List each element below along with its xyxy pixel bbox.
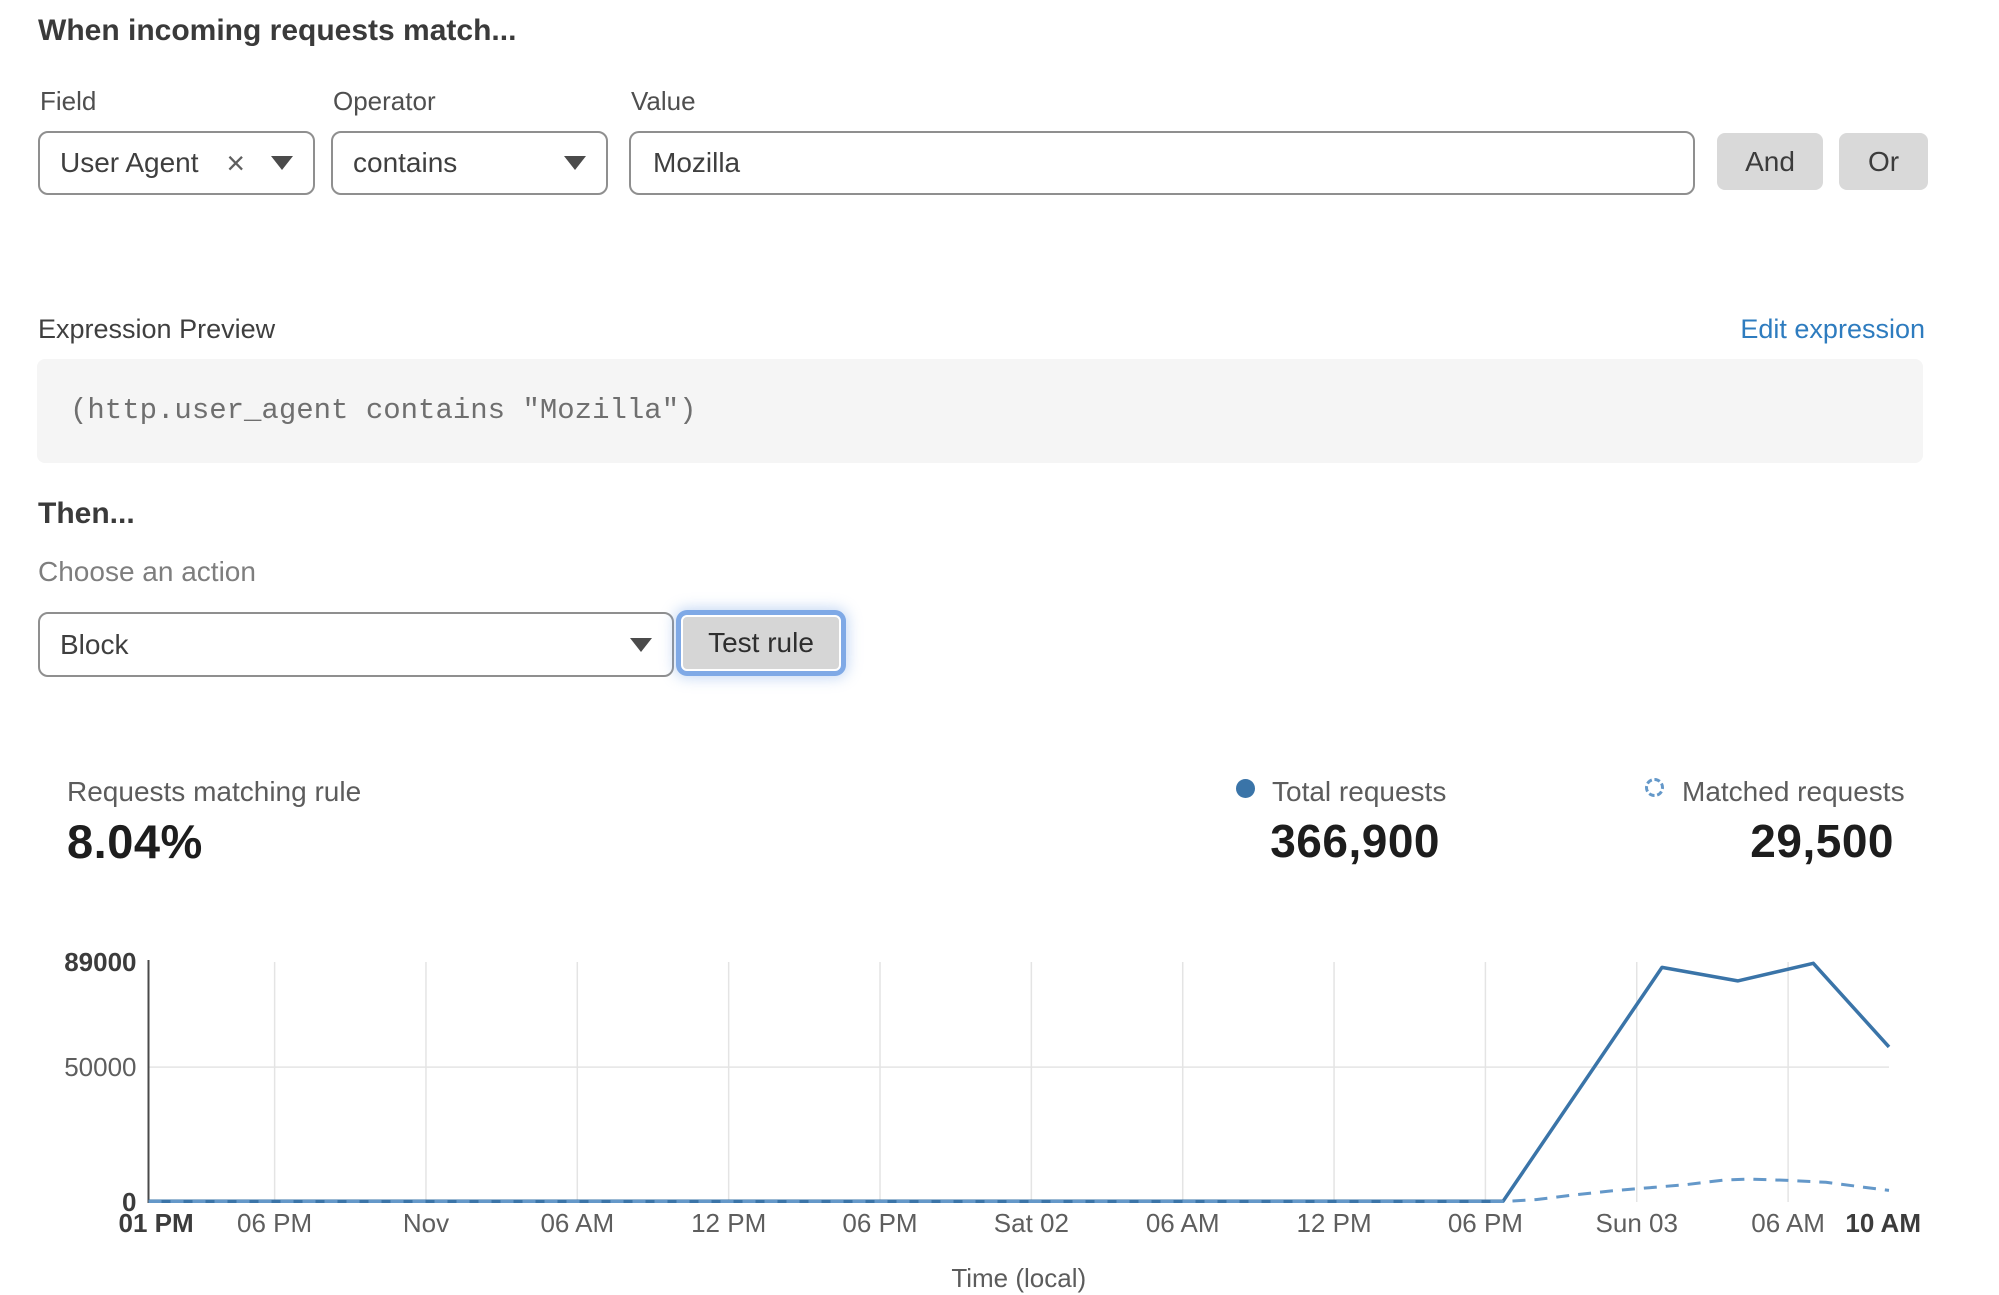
operator-select[interactable]: contains [331,131,608,195]
svg-text:Nov: Nov [403,1208,449,1238]
field-label: Field [40,86,97,116]
value-label: Value [631,86,696,116]
expression-code-box: (http.user_agent contains "Mozilla") [37,359,1923,463]
svg-text:06 PM: 06 PM [1448,1208,1523,1238]
then-heading: Then... [38,497,135,530]
matched-requests-value: 29,500 [1750,815,1894,867]
or-button[interactable]: Or [1839,133,1928,190]
svg-text:01 PM: 01 PM [119,1208,194,1238]
chevron-down-icon [564,156,586,170]
total-requests-label: Total requests [1272,776,1447,807]
chevron-down-icon [630,637,652,652]
svg-text:06 PM: 06 PM [842,1208,917,1238]
choose-action-label: Choose an action [38,556,256,587]
svg-text:06 AM: 06 AM [1751,1208,1825,1238]
svg-text:06 AM: 06 AM [1146,1208,1220,1238]
expression-preview-label: Expression Preview [38,314,276,344]
svg-text:10 AM: 10 AM [1845,1208,1921,1238]
svg-text:06 PM: 06 PM [237,1208,312,1238]
operator-label: Operator [333,86,436,116]
svg-text:Sun 03: Sun 03 [1596,1208,1678,1238]
value-input[interactable] [629,131,1695,195]
svg-text:Sat 02: Sat 02 [994,1208,1069,1238]
page-title: When incoming requests match... [38,14,517,47]
requests-matching-label: Requests matching rule [67,776,362,807]
svg-text:12 PM: 12 PM [691,1208,766,1238]
svg-text:89000: 89000 [64,947,136,977]
expression-code: (http.user_agent contains "Mozilla") [70,394,697,427]
matched-requests-label: Matched requests [1682,776,1905,807]
field-select-value: User Agent [60,147,199,178]
svg-text:12 PM: 12 PM [1296,1208,1371,1238]
edit-expression-link[interactable]: Edit expression [1740,314,1925,344]
svg-text:0: 0 [122,1187,136,1217]
svg-text:06 AM: 06 AM [540,1208,614,1238]
requests-matching-value: 8.04% [67,815,203,868]
operator-select-value: contains [353,147,458,178]
clear-field-icon[interactable]: × [226,145,245,181]
field-select[interactable]: User Agent × [38,131,315,195]
and-button[interactable]: And [1717,133,1823,190]
action-select[interactable]: Block [38,612,674,677]
test-rule-button[interactable]: Test rule [681,615,841,671]
total-requests-legend-icon [1236,779,1255,798]
svg-text:50000: 50000 [64,1052,136,1082]
matched-requests-legend-icon [1645,778,1664,797]
svg-text:Time (local): Time (local) [951,1263,1086,1293]
chevron-down-icon [271,156,293,170]
total-requests-value: 366,900 [1270,815,1440,867]
action-select-value: Block [60,628,129,660]
